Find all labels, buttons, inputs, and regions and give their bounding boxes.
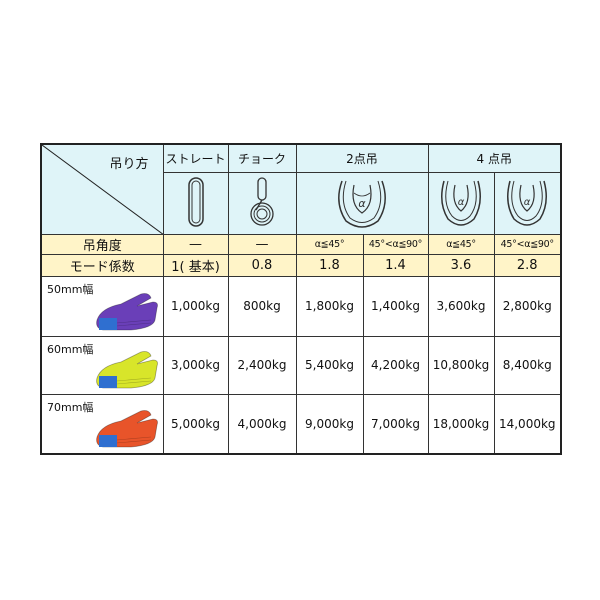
capacity-value: 1,400kg xyxy=(362,275,429,337)
two-point-basket-icon: α xyxy=(295,171,429,235)
capacity-value: 2,800kg xyxy=(493,275,562,337)
capacity-value: 18,000kg xyxy=(427,393,495,455)
angle-value: — xyxy=(162,233,229,255)
method-two-point: 2点吊 xyxy=(295,143,429,173)
mode-label: モード係数 xyxy=(40,253,164,277)
sling-width-cell: 50mm幅 xyxy=(40,275,164,337)
angle-label: 吊角度 xyxy=(40,233,164,255)
angle-value: 45°<α≦90° xyxy=(493,233,562,255)
sling-image xyxy=(95,292,158,330)
capacity-value: 8,400kg xyxy=(493,335,562,395)
capacity-value: 4,000kg xyxy=(227,393,297,455)
angle-value: 45°<α≦90° xyxy=(362,233,429,255)
mode-value: 0.8 xyxy=(227,253,297,277)
capacity-value: 7,000kg xyxy=(362,393,429,455)
corner-header-cell: 吊り方 xyxy=(40,143,164,235)
sling-width-cell: 60mm幅 xyxy=(40,335,164,395)
svg-text:α: α xyxy=(358,197,366,210)
method-choke: チョーク xyxy=(227,143,297,173)
angle-value: α≦45° xyxy=(427,233,495,255)
capacity-value: 800kg xyxy=(227,275,297,337)
capacity-value: 3,600kg xyxy=(427,275,495,337)
capacity-value: 2,400kg xyxy=(227,335,297,395)
capacity-value: 1,000kg xyxy=(162,275,229,337)
four-point-basket-icon: α xyxy=(427,171,495,235)
mode-row: モード係数 1( 基本) 0.8 1.8 1.4 3.6 2.8 xyxy=(40,253,562,277)
sling-width-label: 70mm幅 xyxy=(47,400,94,414)
method-straight: ストレート xyxy=(162,143,229,173)
mode-value: 1.4 xyxy=(362,253,429,277)
svg-text:α: α xyxy=(524,197,531,208)
sling-tag xyxy=(98,375,117,388)
sling-tag xyxy=(98,435,117,447)
sling-width-cell: 70mm幅 xyxy=(40,393,164,455)
four-point-basket-icon: α xyxy=(493,171,562,235)
capacity-value: 5,400kg xyxy=(295,335,364,395)
capacity-value: 4,200kg xyxy=(362,335,429,395)
capacity-value: 5,000kg xyxy=(162,393,229,455)
table-row: 50mm幅 1,000kg 800kg 1,800kg 1,400kg 3,600kg 2… xyxy=(40,275,562,337)
angle-row: 吊角度 — — α≦45° 45°<α≦90° α≦45° 45°<α≦90° xyxy=(40,233,562,255)
straight-loop-icon xyxy=(162,171,229,235)
diagonal-line xyxy=(42,145,162,233)
mode-value: 3.6 xyxy=(427,253,495,277)
sling-image xyxy=(95,350,158,388)
mode-value: 2.8 xyxy=(493,253,562,277)
capacity-value: 14,000kg xyxy=(493,393,562,455)
table-row: 70mm幅 5,000kg 4,000kg 9,000kg 7,000kg 18,000… xyxy=(40,393,562,455)
choke-loop-icon xyxy=(227,171,297,235)
corner-label: 吊り方 xyxy=(109,157,149,172)
method-four-point: 4 点吊 xyxy=(427,143,562,173)
angle-value: α≦45° xyxy=(295,233,364,255)
table-row: 60mm幅 3,000kg 2,400kg 5,400kg 4,200kg 10,800… xyxy=(40,335,562,395)
sling-tag xyxy=(98,317,117,330)
angle-value: — xyxy=(227,233,297,255)
capacity-value: 1,800kg xyxy=(295,275,364,337)
sling-width-label: 60mm幅 xyxy=(47,342,94,356)
mode-value: 1.8 xyxy=(295,253,364,277)
capacity-value: 9,000kg xyxy=(295,393,364,455)
mode-value: 1( 基本) xyxy=(162,253,229,277)
svg-text:α: α xyxy=(458,197,465,208)
capacity-value: 10,800kg xyxy=(427,335,495,395)
capacity-value: 3,000kg xyxy=(162,335,229,395)
sling-width-label: 50mm幅 xyxy=(47,282,94,296)
sling-image xyxy=(95,410,158,448)
load-capacity-table: 吊り方 ストレート チョーク 2点吊 4 点吊 α α α 吊角度 — — α≦… xyxy=(40,143,562,455)
